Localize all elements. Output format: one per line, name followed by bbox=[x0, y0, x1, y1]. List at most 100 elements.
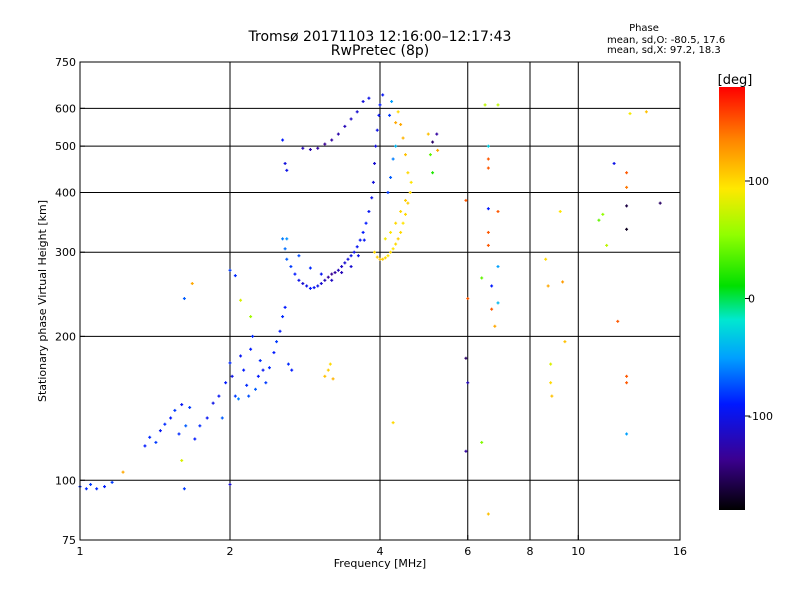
scatter-point bbox=[281, 138, 285, 142]
scatter-point bbox=[399, 230, 403, 234]
scatter-point bbox=[391, 157, 395, 161]
scatter-point bbox=[205, 416, 209, 420]
scatter-point bbox=[184, 424, 188, 428]
scatter-point bbox=[486, 512, 490, 516]
scatter-point bbox=[180, 458, 184, 462]
scatter-point bbox=[301, 146, 305, 150]
scatter-point bbox=[391, 421, 395, 425]
phase-heading: Phase bbox=[629, 23, 659, 34]
scatter-point bbox=[217, 394, 221, 398]
scatter-point bbox=[285, 168, 289, 172]
x-axis-ticks: 1 2 4 6 8 10 16 bbox=[77, 535, 687, 558]
y-axis-ticks: 75 100 200 300 400 500 600 750 bbox=[55, 56, 85, 547]
scatter-point bbox=[228, 268, 232, 272]
phase-stat-o: mean, sd,O: -80.5, 17.6 bbox=[607, 35, 725, 46]
scatter-point bbox=[496, 301, 500, 305]
scatter-point bbox=[401, 221, 405, 225]
scatter-point bbox=[388, 113, 392, 117]
scatter-point bbox=[289, 265, 293, 269]
scatter-point bbox=[336, 132, 340, 136]
scatter-point bbox=[233, 274, 237, 278]
colorbar-tick-label: 100 bbox=[748, 175, 769, 188]
scatter-point bbox=[431, 140, 435, 144]
scatter-point bbox=[316, 146, 320, 150]
scatter-point bbox=[193, 437, 197, 441]
scatter-point bbox=[182, 297, 186, 301]
scatter-point bbox=[158, 429, 162, 433]
scatter-point bbox=[390, 100, 394, 104]
scatter-point bbox=[409, 180, 413, 184]
scatter-point bbox=[466, 381, 470, 385]
scatter-point bbox=[323, 142, 327, 146]
scatter-point bbox=[549, 362, 553, 366]
scatter-point bbox=[373, 161, 377, 165]
scatter-point bbox=[340, 265, 344, 269]
scatter-point bbox=[121, 470, 125, 474]
scatter-point bbox=[272, 351, 276, 355]
scatter-point bbox=[247, 394, 251, 398]
scatter-point bbox=[355, 245, 359, 249]
scatter-point bbox=[394, 144, 398, 148]
scatter-point bbox=[349, 254, 353, 258]
scatter-point bbox=[391, 247, 395, 251]
scatter-point bbox=[464, 356, 468, 360]
scatter-point bbox=[230, 374, 234, 378]
scatter-point bbox=[249, 347, 253, 351]
scatter-point bbox=[190, 282, 194, 286]
x-tick-label: 1 bbox=[77, 545, 84, 558]
scatter-point bbox=[286, 362, 290, 366]
scatter-point bbox=[483, 103, 487, 107]
scatter-point bbox=[343, 124, 347, 128]
scatter-point bbox=[267, 366, 271, 370]
scatter-point bbox=[308, 148, 312, 152]
scatter-point bbox=[349, 117, 353, 121]
scatter-point bbox=[386, 190, 390, 194]
scatter-point bbox=[281, 315, 285, 319]
scatter-point bbox=[373, 250, 377, 254]
scatter-point bbox=[486, 207, 490, 211]
scatter-point bbox=[377, 113, 381, 117]
scatter-point bbox=[396, 237, 400, 241]
scatter-point bbox=[275, 340, 279, 344]
scatter-point bbox=[323, 374, 327, 378]
scatter-point bbox=[312, 286, 316, 290]
scatter-point bbox=[605, 243, 609, 247]
scatter-point bbox=[110, 480, 114, 484]
scatter-point bbox=[253, 387, 257, 391]
scatter-point bbox=[375, 128, 379, 132]
scatter-point bbox=[625, 185, 629, 189]
scatter-point bbox=[464, 198, 468, 202]
scatter-point bbox=[333, 271, 337, 275]
scatter-point bbox=[486, 166, 490, 170]
scatter-point bbox=[228, 482, 232, 486]
scatter-point bbox=[264, 381, 268, 385]
scatter-point bbox=[403, 153, 407, 157]
scatter-point bbox=[211, 401, 215, 405]
scatter-point bbox=[544, 257, 548, 261]
scatter-point bbox=[326, 368, 330, 372]
scatter-point bbox=[486, 144, 490, 148]
scatter-point bbox=[625, 432, 629, 436]
scatter-point bbox=[89, 482, 93, 486]
scatter-point bbox=[256, 374, 260, 378]
scatter-point bbox=[364, 221, 368, 225]
x-axis-label: Frequency [MHz] bbox=[334, 557, 426, 570]
phase-stat-x: mean, sd,X: 97.2, 18.3 bbox=[607, 45, 721, 56]
y-tick-label: 600 bbox=[55, 102, 76, 115]
colorbar-tick-label: 0 bbox=[748, 293, 755, 306]
scatter-point bbox=[258, 359, 262, 363]
y-tick-label: 200 bbox=[55, 330, 76, 343]
scatter-point bbox=[326, 275, 330, 279]
scatter-point bbox=[435, 132, 439, 136]
scatter-point bbox=[330, 272, 334, 276]
scatter-point bbox=[486, 243, 490, 247]
scatter-point bbox=[308, 266, 312, 270]
colorbar-ticks: 100 0 -100 bbox=[745, 175, 773, 423]
scatter-point bbox=[612, 161, 616, 165]
scatter-point bbox=[285, 237, 289, 241]
scatter-point bbox=[228, 361, 232, 365]
colorbar bbox=[719, 87, 745, 510]
scatter-point bbox=[401, 136, 405, 140]
scatter-point bbox=[496, 210, 500, 214]
